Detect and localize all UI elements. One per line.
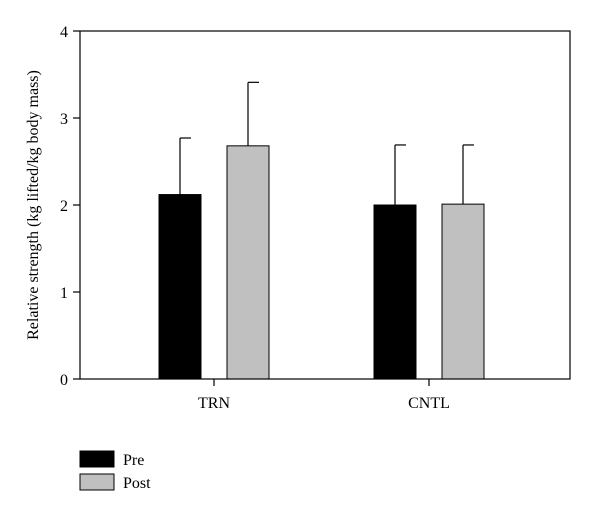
y-tick-label: 1 [60, 285, 68, 302]
x-tick-label-trn: TRN [198, 395, 230, 412]
bar-post-trn [226, 145, 270, 380]
y-tick-label: 0 [60, 372, 68, 389]
bar-pre-cntl [373, 204, 417, 380]
x-tick-label-cntl: CNTL [408, 395, 450, 412]
legend-label-post: Post [123, 475, 151, 492]
y-tick-label: 3 [60, 111, 68, 128]
legend-swatch-pre [79, 450, 115, 468]
plot-area: 0 1 2 3 4 TRN CNTL [60, 24, 571, 412]
bar-pre-trn [158, 194, 202, 380]
legend-label-pre: Pre [123, 452, 144, 469]
y-tick-label: 4 [60, 24, 68, 41]
legend: Pre Post [79, 450, 151, 492]
plot-frame [79, 30, 571, 380]
bar-post-cntl [441, 203, 485, 380]
legend-swatch-post [79, 473, 115, 491]
y-tick-label: 2 [60, 198, 68, 215]
y-axis-label: Relative strength (kg lifted/kg body mas… [25, 70, 42, 340]
